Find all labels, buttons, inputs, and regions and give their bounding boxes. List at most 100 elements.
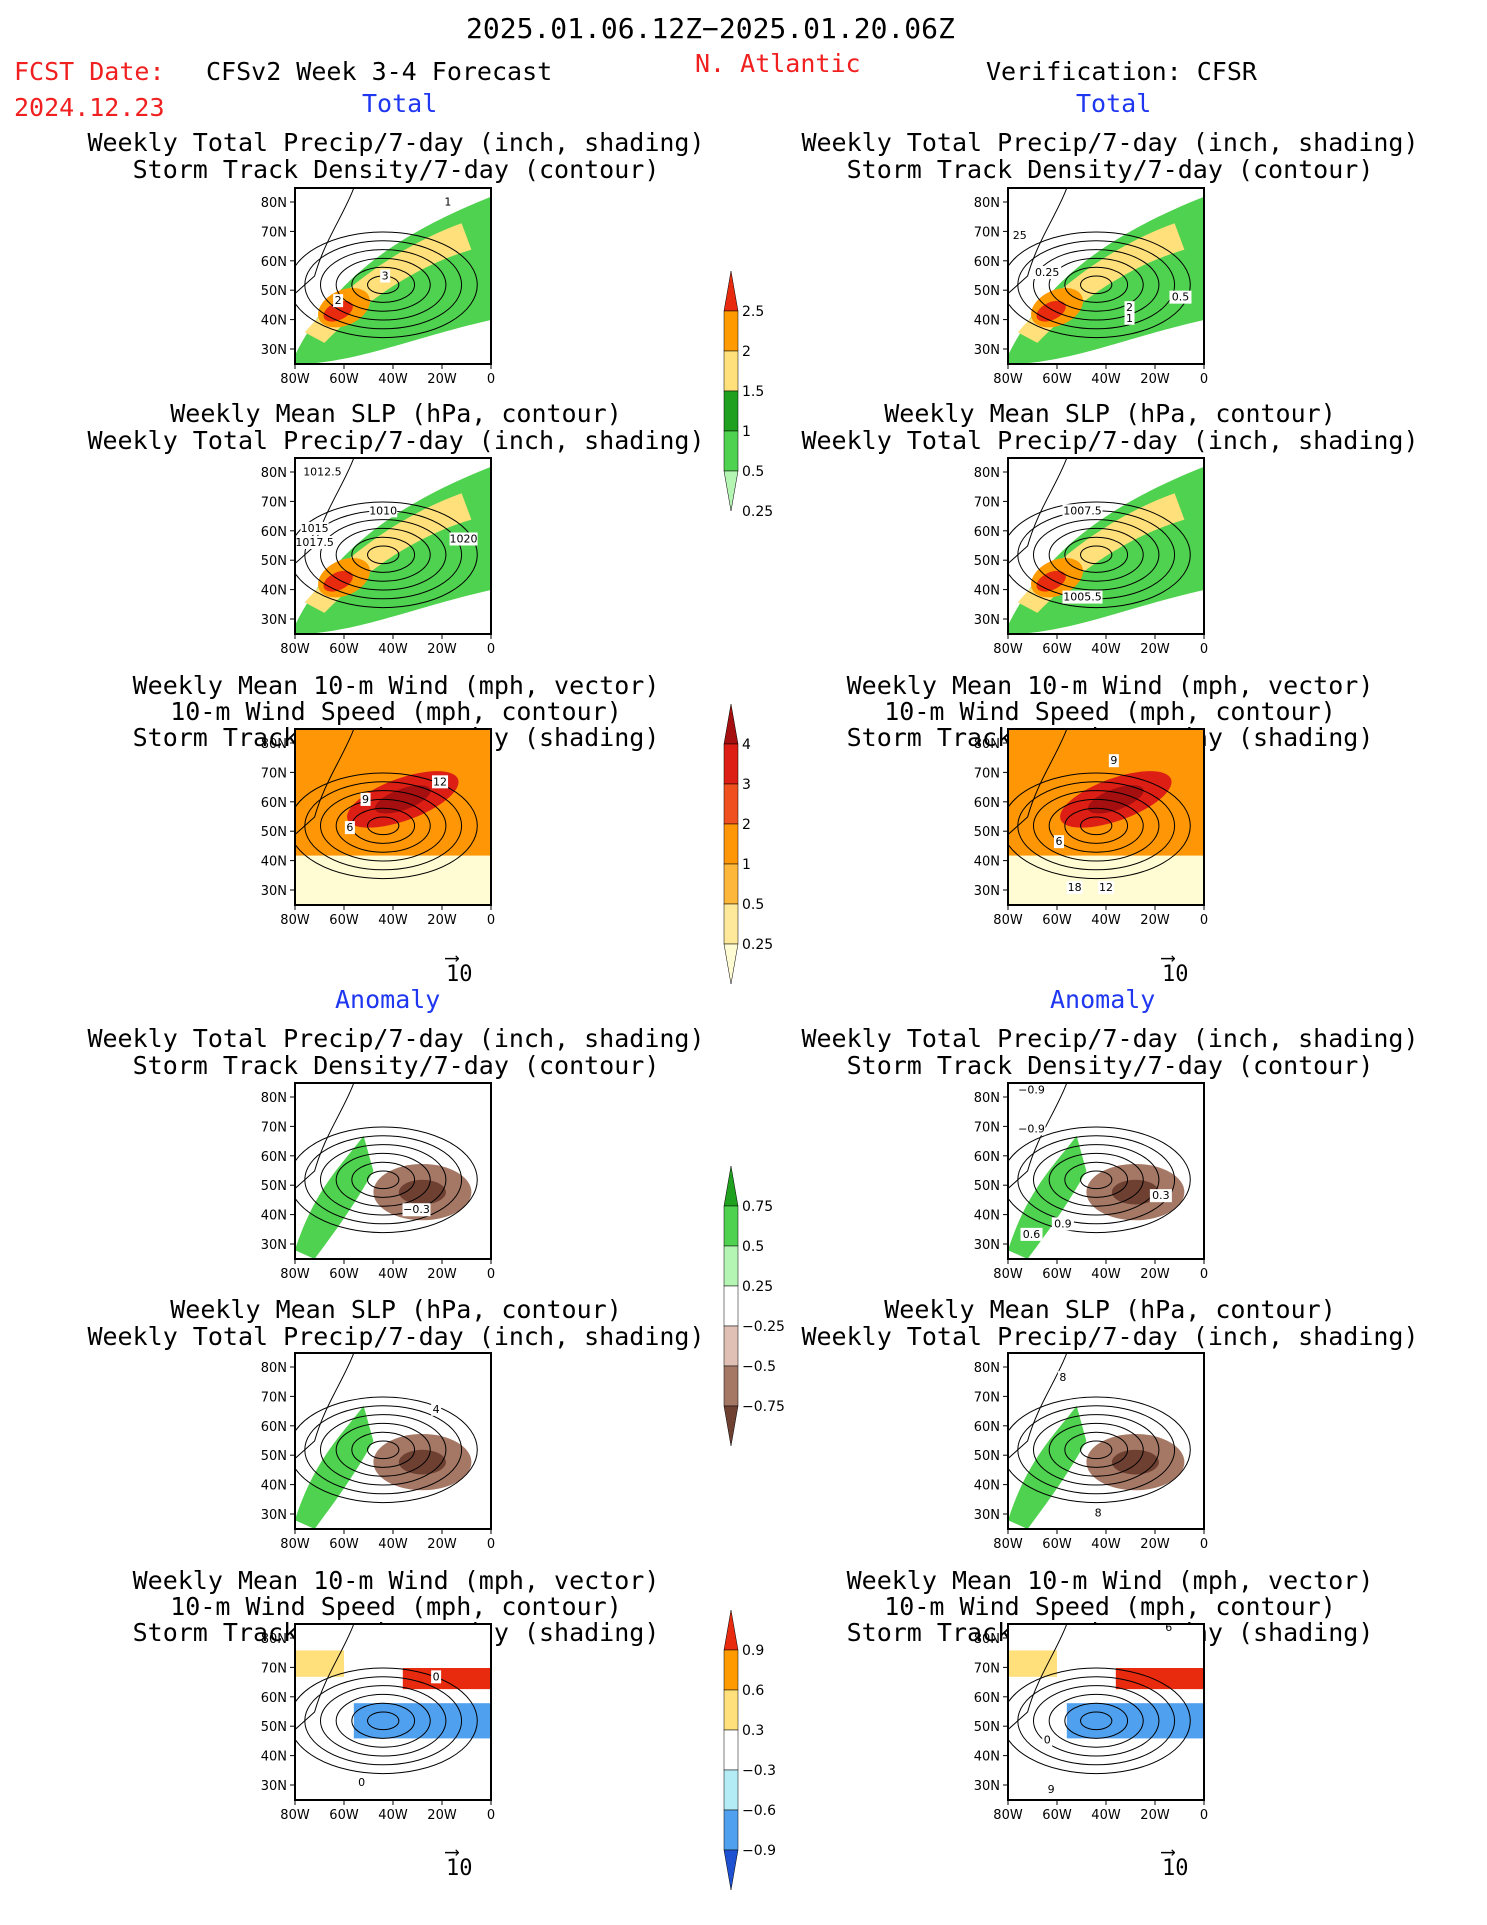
- lat-label: 70N: [261, 1120, 287, 1135]
- precip-anom-dry-core: [1111, 1449, 1159, 1475]
- contour-label: 12: [1099, 881, 1113, 894]
- lon-label: 20W: [427, 1537, 457, 1552]
- coastline: [295, 1353, 355, 1460]
- vector-ref-top-right: ⟶ 10: [1162, 947, 1189, 986]
- contour-label-bg: [1124, 301, 1135, 315]
- section-total-left: Total: [362, 89, 438, 118]
- contour-line: [1064, 266, 1129, 303]
- contour-label: 8: [1095, 1507, 1102, 1520]
- lon-label: 0: [487, 642, 495, 657]
- contour-line: [1064, 1431, 1129, 1468]
- contour-label-bg: [449, 532, 478, 546]
- contour-line: [335, 1422, 431, 1477]
- colorbar-segment: [723, 350, 739, 392]
- storm-shade-low: [295, 855, 491, 905]
- contour-label: 18: [1068, 881, 1082, 894]
- map-panel-fc-slp-anom: 4 80N 70N 60N 50N 40N 30N 80W 60W 40W 20W 0: [261, 1352, 495, 1552]
- storm-anom-weak: [295, 1650, 344, 1677]
- colorbar-label: −0.25: [742, 1319, 785, 1335]
- title-an-precip-anom-2: Storm Track Density/7-day (contour): [846, 1051, 1374, 1080]
- lat-label: 40N: [261, 1750, 287, 1765]
- lon-label: 40W: [1091, 642, 1121, 657]
- colorbar-segment: [723, 1769, 739, 1811]
- lon-label: 40W: [378, 372, 408, 387]
- contour-label: 1010: [369, 504, 397, 517]
- lon-label: 60W: [1042, 642, 1072, 657]
- contour-line: [1048, 527, 1144, 582]
- title-an-slp-2: Weekly Total Precip/7-day (inch, shading…: [801, 426, 1419, 455]
- title-an-precip-2: Storm Track Density/7-day (contour): [846, 155, 1374, 184]
- lat-label: 40N: [974, 1750, 1000, 1765]
- lat-label: 50N: [974, 1720, 1000, 1735]
- contour-label-bg: [302, 465, 343, 479]
- lon-label: 0: [1200, 1808, 1208, 1823]
- colorbar-label: 3: [742, 777, 751, 793]
- map-panel-an-precip-total: 25 0.25 21 0.5 80N 70N 60N 50N 40N 30N 80W 60W 40W 20…: [974, 187, 1208, 387]
- precip-anom-dry-core: [398, 1179, 446, 1205]
- colorbar-label: 1: [742, 857, 751, 873]
- title-fc-precip-anom-1: Weekly Total Precip/7-day (inch, shading…: [87, 1024, 705, 1053]
- colorbar-label: −0.3: [742, 1763, 776, 1779]
- coastline: [1008, 729, 1068, 836]
- colorbar-segment: [723, 1245, 739, 1287]
- contour-line: [367, 816, 400, 836]
- contour-line: [335, 257, 431, 312]
- title-fc-precip-1: Weekly Total Precip/7-day (inch, shading…: [87, 128, 705, 157]
- lon-label: 60W: [1042, 1808, 1072, 1823]
- colorbar-segment: [723, 1689, 739, 1731]
- colorbar-label: 0.5: [742, 464, 764, 480]
- contour-line: [335, 798, 431, 853]
- contour-label: 9: [362, 793, 369, 806]
- contour-line: [1008, 231, 1191, 339]
- contour-label: 8: [1059, 1371, 1066, 1384]
- lat-label: 40N: [261, 855, 287, 870]
- contour-label: 0.9: [1054, 1217, 1072, 1230]
- contour-line: [335, 1152, 431, 1207]
- colorbar-segment: [723, 1365, 739, 1407]
- title-an-slp-1: Weekly Mean SLP (hPa, contour): [884, 399, 1336, 428]
- contour-line: [351, 1161, 416, 1198]
- title-fc-precip-anom-2: Storm Track Density/7-day (contour): [132, 1051, 660, 1080]
- colorbar-bottom-arrow: [723, 1849, 739, 1891]
- lat-label: 60N: [974, 255, 1000, 270]
- lat-label: 50N: [974, 554, 1000, 569]
- contour-line: [1064, 536, 1129, 573]
- contour-line: [1008, 1396, 1191, 1504]
- contour-line: [295, 1126, 478, 1234]
- title-fc-precip-2: Storm Track Density/7-day (contour): [132, 155, 660, 184]
- section-total-right: Total: [1076, 89, 1152, 118]
- contour-line: [1080, 816, 1113, 836]
- contour-line: [295, 501, 478, 609]
- colorbar-label: 2: [742, 344, 751, 360]
- lon-label: 40W: [378, 1267, 408, 1282]
- colorbar-label: 0.25: [742, 1279, 773, 1295]
- contour-label: 0: [433, 1670, 440, 1683]
- precip-anom-wet: [295, 1405, 374, 1529]
- contour-label-bg: [1046, 1782, 1057, 1796]
- contour-label: 9: [1048, 1783, 1055, 1796]
- lat-label: 60N: [974, 1150, 1000, 1165]
- lon-label: 80W: [280, 372, 310, 387]
- contour-label: 0.25: [1035, 266, 1060, 279]
- contour-label-bg: [1062, 504, 1103, 518]
- lat-label: 80N: [974, 1632, 1000, 1647]
- section-anomaly-left: Anomaly: [335, 985, 441, 1014]
- precip-shade-max: [323, 570, 353, 592]
- vector-ref-label: 10: [446, 1856, 473, 1881]
- contour-line: [1048, 1693, 1144, 1748]
- section-anomaly-right: Anomaly: [1050, 985, 1156, 1014]
- lon-label: 20W: [427, 372, 457, 387]
- fcst-date-label: FCST Date:: [14, 57, 165, 86]
- contour-label: −0.9: [1018, 1122, 1045, 1135]
- contour-label-bg: [1017, 1122, 1046, 1136]
- lat-label: 50N: [261, 825, 287, 840]
- lat-label: 60N: [974, 796, 1000, 811]
- lat-label: 50N: [261, 284, 287, 299]
- contour-label-bg: [1169, 290, 1192, 304]
- lat-label: 80N: [261, 196, 287, 211]
- lat-label: 30N: [974, 613, 1000, 628]
- contour-line: [1008, 772, 1191, 880]
- contour-line: [1032, 790, 1160, 862]
- lon-label: 0: [1200, 913, 1208, 928]
- colorbar-label: 1: [742, 424, 751, 440]
